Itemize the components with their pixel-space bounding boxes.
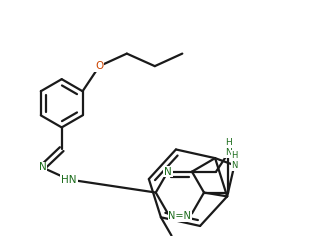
- Text: H
N: H N: [225, 138, 231, 157]
- Text: HN: HN: [61, 174, 77, 184]
- Text: N: N: [164, 167, 172, 177]
- Text: O: O: [95, 61, 103, 71]
- Text: H
N: H N: [231, 151, 238, 170]
- Text: N: N: [38, 162, 46, 172]
- Text: N=N: N=N: [169, 211, 191, 221]
